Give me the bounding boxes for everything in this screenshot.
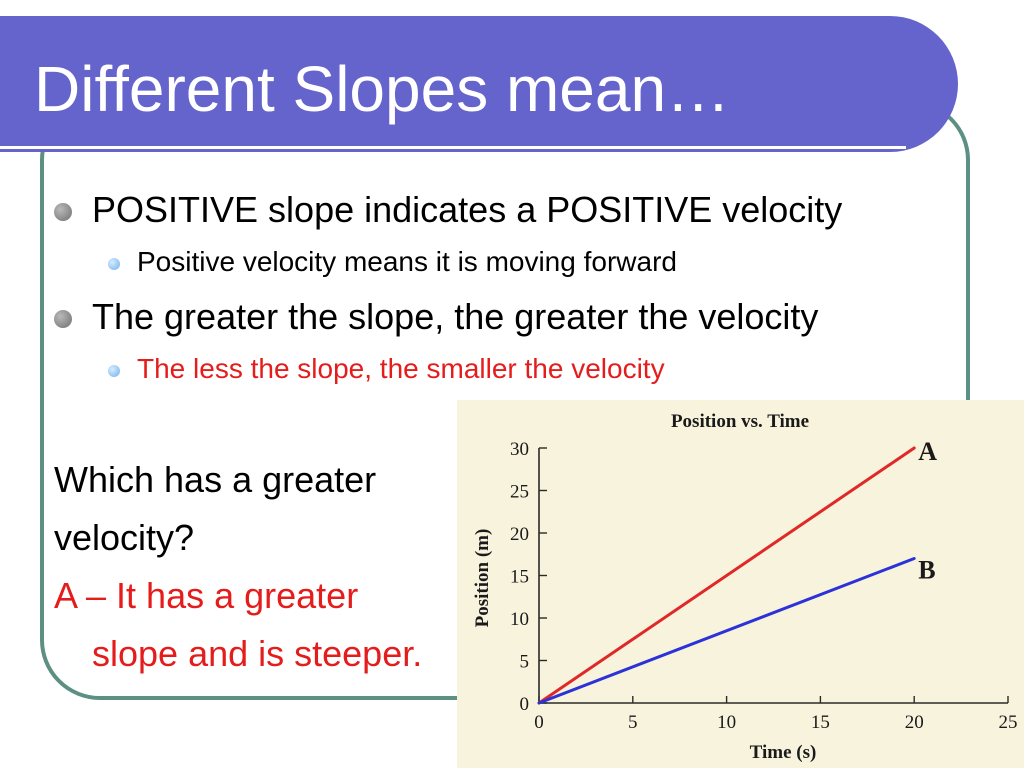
y-tick-label: 20	[510, 524, 529, 545]
y-tick-label: 5	[520, 652, 530, 673]
x-tick-label: 20	[905, 712, 924, 733]
answer-line-1: A – It has a greater	[54, 575, 359, 616]
bullet-1-sub-text: Positive velocity means it is moving for…	[137, 246, 677, 277]
series-line-b	[537, 557, 916, 705]
x-tick-label: 0	[534, 712, 544, 733]
chart-series: AB	[537, 437, 937, 705]
position-time-chart: Position vs. Time Time (s) Position (m) …	[457, 400, 1024, 768]
bullet-1-text: POSITIVE slope indicates a POSITIVE velo…	[92, 189, 843, 230]
y-tick-label: 30	[510, 439, 529, 460]
series-line-a	[537, 446, 916, 705]
slide-title: Different Slopes mean…	[34, 53, 731, 125]
title-bar: Different Slopes mean…	[0, 16, 958, 152]
sub-bullet-dot-icon	[108, 258, 120, 270]
x-tick-label: 10	[717, 712, 736, 733]
series-label-b: B	[918, 556, 935, 585]
y-tick-label: 15	[510, 567, 529, 588]
bullet-2-sub-text: The less the slope, the smaller the velo…	[137, 353, 665, 384]
bullet-2-text: The greater the slope, the greater the v…	[92, 296, 819, 337]
title-underline	[0, 146, 906, 149]
series-label-a: A	[918, 437, 937, 466]
x-tick-label: 25	[999, 712, 1018, 733]
chart-x-axis-label: Time (s)	[750, 742, 817, 763]
chart-axes: 0 5 10 15 20 25 0 5 10 15 20 25 30	[510, 439, 1018, 733]
answer-line-2: slope and is steeper.	[92, 633, 423, 674]
chart-y-axis-label: Position (m)	[472, 529, 493, 628]
chart-svg: Position vs. Time Time (s) Position (m) …	[472, 411, 1018, 763]
x-tick-label: 15	[811, 712, 830, 733]
bullet-dot-icon	[54, 310, 72, 328]
question-line-2: velocity?	[54, 517, 195, 558]
y-tick-label: 10	[510, 609, 529, 630]
y-tick-label: 0	[520, 694, 530, 715]
chart-title: Position vs. Time	[671, 411, 809, 432]
x-tick-label: 5	[628, 712, 638, 733]
bullet-dot-icon	[54, 203, 72, 221]
sub-bullet-dot-icon	[108, 365, 120, 377]
question-line-1: Which has a greater	[54, 459, 377, 500]
y-tick-label: 25	[510, 482, 529, 503]
